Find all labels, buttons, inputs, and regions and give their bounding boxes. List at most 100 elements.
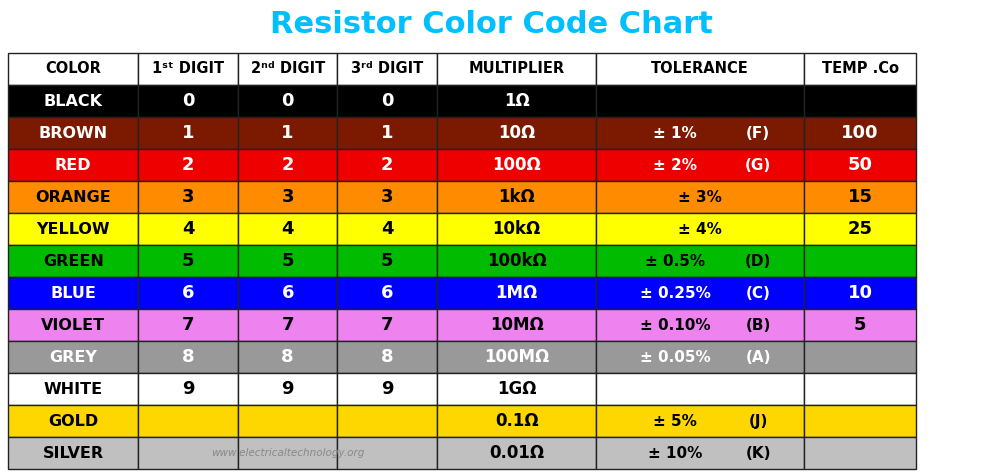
- Bar: [138, 245, 238, 277]
- Text: 4: 4: [182, 220, 194, 238]
- Bar: [138, 373, 238, 405]
- Bar: [596, 277, 804, 309]
- Bar: [238, 277, 338, 309]
- Bar: [138, 181, 238, 213]
- Text: ± 0.25%: ± 0.25%: [640, 286, 711, 300]
- Text: MULTIPLIER: MULTIPLIER: [468, 61, 565, 77]
- Bar: [8, 181, 138, 213]
- Text: GREY: GREY: [49, 350, 97, 365]
- Bar: [238, 309, 338, 341]
- Bar: [804, 309, 916, 341]
- Text: (J): (J): [748, 413, 768, 429]
- Text: VIOLET: VIOLET: [41, 317, 105, 333]
- Bar: [338, 373, 437, 405]
- Text: 2ⁿᵈ DIGIT: 2ⁿᵈ DIGIT: [250, 61, 325, 77]
- Text: (B): (B): [745, 317, 771, 333]
- Bar: [8, 245, 138, 277]
- Text: ± 3%: ± 3%: [679, 190, 722, 204]
- Bar: [238, 117, 338, 149]
- Text: ORANGE: ORANGE: [35, 190, 111, 204]
- Text: (G): (G): [745, 158, 772, 173]
- Text: 9: 9: [182, 380, 194, 398]
- Text: 3: 3: [282, 188, 294, 206]
- Bar: [138, 277, 238, 309]
- Text: 9: 9: [381, 380, 394, 398]
- Bar: [338, 245, 437, 277]
- Bar: [596, 213, 804, 245]
- Bar: [437, 373, 596, 405]
- Bar: [338, 53, 437, 85]
- Bar: [596, 85, 804, 117]
- Bar: [138, 53, 238, 85]
- Bar: [596, 53, 804, 85]
- Text: 3ʳᵈ DIGIT: 3ʳᵈ DIGIT: [351, 61, 423, 77]
- Text: 0: 0: [182, 92, 194, 110]
- Text: www.electricaltechnology.org: www.electricaltechnology.org: [211, 448, 364, 458]
- Text: 6: 6: [381, 284, 394, 302]
- Bar: [8, 309, 138, 341]
- Bar: [596, 341, 804, 373]
- Bar: [437, 437, 596, 469]
- Text: 3: 3: [182, 188, 194, 206]
- Text: 1: 1: [182, 124, 194, 142]
- Bar: [804, 341, 916, 373]
- Text: 10: 10: [847, 284, 873, 302]
- Bar: [437, 309, 596, 341]
- Bar: [238, 245, 338, 277]
- Text: 10MΩ: 10MΩ: [490, 316, 543, 334]
- Text: 0.01Ω: 0.01Ω: [489, 444, 544, 462]
- Bar: [437, 245, 596, 277]
- Text: 100kΩ: 100kΩ: [487, 252, 546, 270]
- Bar: [437, 277, 596, 309]
- Bar: [338, 437, 437, 469]
- Text: 2: 2: [182, 156, 194, 174]
- Text: 4: 4: [282, 220, 294, 238]
- Bar: [437, 405, 596, 437]
- Text: 2: 2: [381, 156, 394, 174]
- Bar: [437, 149, 596, 181]
- Bar: [138, 213, 238, 245]
- Text: (A): (A): [745, 350, 771, 365]
- Bar: [596, 245, 804, 277]
- Bar: [804, 117, 916, 149]
- Bar: [338, 149, 437, 181]
- Text: RED: RED: [55, 158, 91, 173]
- Text: 1kΩ: 1kΩ: [498, 188, 535, 206]
- Bar: [804, 149, 916, 181]
- Text: ± 10%: ± 10%: [648, 446, 702, 461]
- Text: ± 2%: ± 2%: [653, 158, 697, 173]
- Bar: [8, 213, 138, 245]
- Text: 1Ω: 1Ω: [504, 92, 529, 110]
- Text: 0: 0: [381, 92, 394, 110]
- Bar: [804, 437, 916, 469]
- Bar: [238, 181, 338, 213]
- Bar: [804, 405, 916, 437]
- Text: 2: 2: [282, 156, 294, 174]
- Bar: [338, 405, 437, 437]
- Text: TOLERANCE: TOLERANCE: [651, 61, 749, 77]
- Bar: [804, 373, 916, 405]
- Bar: [8, 341, 138, 373]
- Text: 0.1Ω: 0.1Ω: [495, 412, 538, 430]
- Bar: [138, 309, 238, 341]
- Text: ± 0.5%: ± 0.5%: [645, 254, 705, 269]
- Text: 7: 7: [381, 316, 394, 334]
- Text: 50: 50: [847, 156, 873, 174]
- Text: (K): (K): [745, 446, 771, 461]
- Bar: [8, 277, 138, 309]
- Text: 4: 4: [381, 220, 394, 238]
- Bar: [8, 85, 138, 117]
- Bar: [8, 149, 138, 181]
- Bar: [8, 117, 138, 149]
- Text: 10Ω: 10Ω: [498, 124, 535, 142]
- Text: (D): (D): [745, 254, 772, 269]
- Bar: [138, 341, 238, 373]
- Bar: [437, 85, 596, 117]
- Bar: [238, 85, 338, 117]
- Bar: [238, 373, 338, 405]
- Bar: [338, 309, 437, 341]
- Text: WHITE: WHITE: [43, 382, 103, 396]
- Text: YELLOW: YELLOW: [36, 221, 110, 236]
- Bar: [596, 181, 804, 213]
- Bar: [437, 213, 596, 245]
